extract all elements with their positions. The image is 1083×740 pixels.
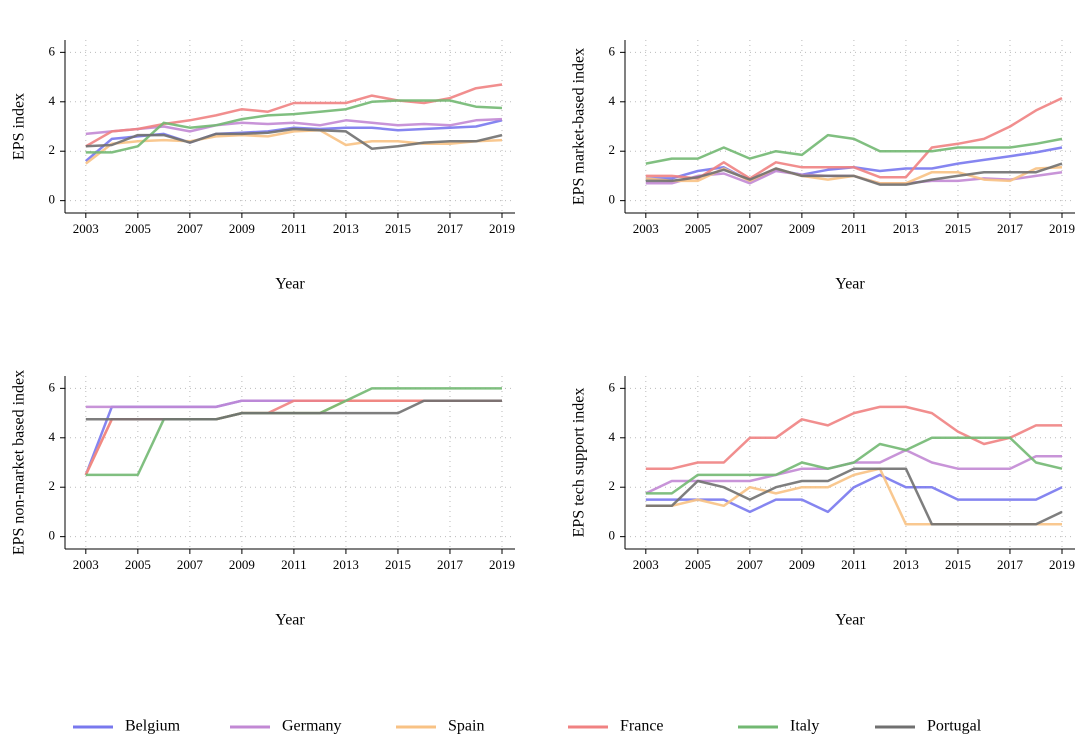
- x-tick-label: 2005: [125, 557, 151, 572]
- series-line: [85, 117, 503, 136]
- series-line: [645, 436, 1063, 495]
- y-tick-label: 0: [49, 192, 56, 207]
- x-tick-label: 2017: [437, 557, 464, 572]
- series-line: [645, 467, 1063, 526]
- x-tick-label: 2015: [945, 557, 971, 572]
- x-tick-label: 2005: [685, 557, 711, 572]
- y-tick-label: 4: [609, 93, 616, 108]
- x-tick-label: 2011: [281, 557, 307, 572]
- y-tick-label: 4: [609, 429, 616, 444]
- x-tick-label: 2005: [685, 221, 711, 236]
- x-tick-label: 2003: [633, 221, 659, 236]
- x-tick-label: 2017: [437, 221, 464, 236]
- legend-label: Portugal: [927, 718, 982, 735]
- y-tick-label: 6: [49, 379, 56, 394]
- series-line: [645, 96, 1063, 180]
- y-tick-label: 6: [49, 43, 56, 58]
- x-tick-label: 2011: [841, 221, 867, 236]
- y-tick-label: 2: [609, 478, 616, 493]
- x-tick-label: 2011: [281, 221, 307, 236]
- x-tick-label: 2019: [489, 221, 515, 236]
- y-axis-label: EPS index: [11, 93, 28, 160]
- legend-label: Spain: [448, 718, 484, 735]
- legend-label: France: [620, 718, 664, 735]
- y-axis-label: EPS market-based index: [571, 48, 588, 205]
- x-axis-label: Year: [275, 612, 305, 629]
- series-line: [645, 405, 1062, 470]
- x-tick-label: 2017: [997, 557, 1024, 572]
- x-tick-label: 2009: [229, 221, 255, 236]
- x-tick-label: 2011: [841, 557, 867, 572]
- x-tick-label: 2009: [229, 557, 255, 572]
- y-tick-label: 6: [609, 43, 616, 58]
- x-tick-label: 2013: [333, 557, 359, 572]
- series-line: [645, 473, 1063, 514]
- series-line: [645, 133, 1063, 165]
- series-line: [645, 162, 1063, 186]
- y-tick-label: 6: [609, 379, 616, 394]
- x-tick-label: 2013: [893, 557, 919, 572]
- x-tick-label: 2019: [489, 557, 515, 572]
- x-tick-label: 2009: [789, 221, 815, 236]
- legend-label: Belgium: [125, 718, 181, 735]
- x-tick-label: 2003: [633, 557, 659, 572]
- y-tick-label: 4: [49, 93, 56, 108]
- x-axis-label: Year: [835, 612, 865, 629]
- x-tick-label: 2007: [737, 557, 764, 572]
- x-tick-label: 2009: [789, 557, 815, 572]
- x-tick-label: 2007: [177, 557, 204, 572]
- x-tick-label: 2017: [997, 221, 1024, 236]
- series-line: [85, 99, 503, 154]
- y-tick-label: 2: [49, 142, 56, 157]
- y-axis-label: EPS non-market based index: [11, 370, 28, 555]
- x-tick-label: 2019: [1049, 221, 1075, 236]
- x-tick-label: 2005: [125, 221, 151, 236]
- y-tick-label: 2: [49, 478, 56, 493]
- x-tick-label: 2015: [385, 557, 411, 572]
- y-axis-label: EPS tech support index: [571, 388, 588, 538]
- x-axis-label: Year: [275, 276, 305, 293]
- x-tick-label: 2013: [333, 221, 359, 236]
- y-tick-label: 4: [49, 429, 56, 444]
- x-tick-label: 2013: [893, 221, 919, 236]
- series-line: [85, 128, 503, 165]
- x-tick-label: 2007: [737, 221, 764, 236]
- x-axis-label: Year: [835, 276, 865, 293]
- x-tick-label: 2019: [1049, 557, 1075, 572]
- y-tick-label: 0: [49, 528, 56, 543]
- x-tick-label: 2015: [385, 221, 411, 236]
- legend-label: Italy: [790, 718, 819, 735]
- x-tick-label: 2003: [73, 557, 99, 572]
- y-tick-label: 2: [609, 142, 616, 157]
- y-tick-label: 0: [609, 528, 616, 543]
- y-tick-label: 0: [609, 192, 616, 207]
- x-tick-label: 2015: [945, 221, 971, 236]
- x-tick-label: 2007: [177, 221, 204, 236]
- series-line: [85, 127, 503, 150]
- series-line: [85, 399, 502, 421]
- x-tick-label: 2003: [73, 221, 99, 236]
- legend-label: Germany: [282, 718, 342, 735]
